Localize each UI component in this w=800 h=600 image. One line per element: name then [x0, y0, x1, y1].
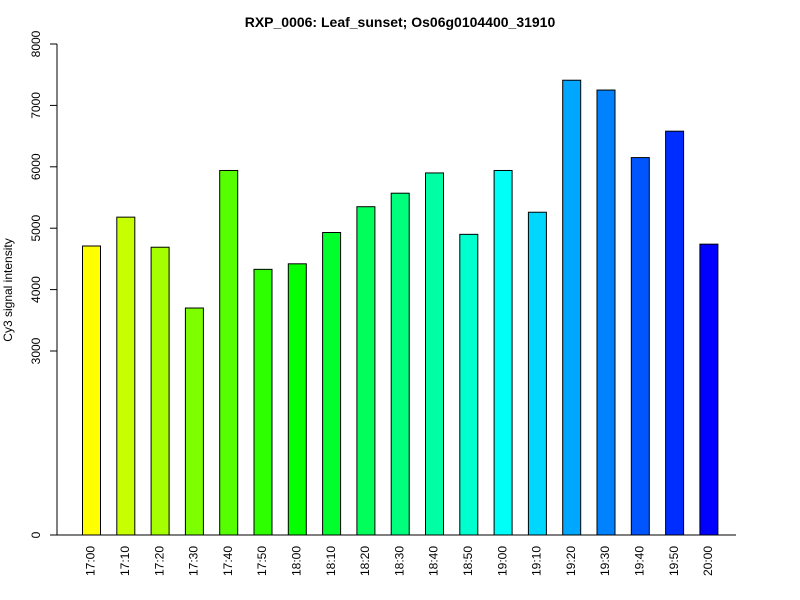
- bar-1930: [596, 89, 616, 536]
- x-tick-label: 17:40: [221, 546, 235, 576]
- bar-1750: [253, 268, 273, 536]
- y-tick-label: 3000: [29, 337, 43, 364]
- bar-1830: [390, 192, 410, 536]
- x-tick-label: 19:00: [495, 546, 509, 576]
- bar-1710: [116, 216, 136, 536]
- x-tick-label: 18:00: [289, 546, 303, 576]
- bar-1950: [665, 130, 685, 536]
- bar-2000: [699, 243, 719, 536]
- x-tick-label: 19:40: [632, 546, 646, 576]
- x-tick-label: 18:10: [324, 546, 338, 576]
- bar-1840: [425, 172, 444, 536]
- y-tick-label: 6000: [29, 153, 43, 180]
- bar-1900: [493, 169, 513, 536]
- y-tick-label: 8000: [29, 30, 43, 57]
- x-tick-label: 17:30: [187, 546, 201, 576]
- bar-1740: [219, 169, 239, 536]
- bar-1820: [356, 206, 376, 536]
- bar-1810: [322, 231, 342, 536]
- bar-1700: [82, 245, 101, 536]
- y-tick-label: 4000: [29, 276, 43, 303]
- y-axis: 0 3000 4000 5000 6000 7000 8000: [29, 30, 58, 538]
- y-tick-label: 5000: [29, 215, 43, 242]
- x-tick-label: 19:50: [667, 546, 681, 576]
- x-tick-label: 17:00: [84, 546, 98, 576]
- x-tick-label: 19:10: [530, 546, 544, 576]
- x-tick-label: 17:50: [255, 546, 269, 576]
- x-tick-label: 20:00: [701, 546, 715, 576]
- x-tick-label: 18:30: [392, 546, 406, 576]
- x-tick-label: 17:10: [118, 546, 132, 576]
- bar-1850: [459, 233, 479, 536]
- x-tick-label: 19:20: [564, 546, 578, 576]
- bar-1910: [527, 211, 547, 536]
- bar-1720: [150, 246, 170, 536]
- x-tick-label: 18:20: [358, 546, 372, 576]
- x-tick-label: 18:50: [461, 546, 475, 576]
- bars-group: [82, 79, 719, 536]
- chart-title: RXP_0006: Leaf_sunset; Os06g0104400_3191…: [245, 14, 556, 30]
- bar-1920: [562, 79, 582, 536]
- bar-1800: [287, 263, 307, 536]
- x-axis: 17:00 17:10 17:20 17:30 17:40 17:50 18:00 18:10…: [84, 546, 715, 576]
- y-tick-label: 7000: [29, 92, 43, 119]
- bar-1730: [184, 307, 204, 536]
- x-tick-label: 19:30: [598, 546, 612, 576]
- y-tick-label: 0: [29, 531, 43, 538]
- x-tick-label: 18:40: [427, 546, 441, 576]
- y-axis-label: Cy3 signal intensity: [1, 238, 15, 341]
- bar-1940: [630, 157, 650, 536]
- x-tick-label: 17:20: [152, 546, 166, 576]
